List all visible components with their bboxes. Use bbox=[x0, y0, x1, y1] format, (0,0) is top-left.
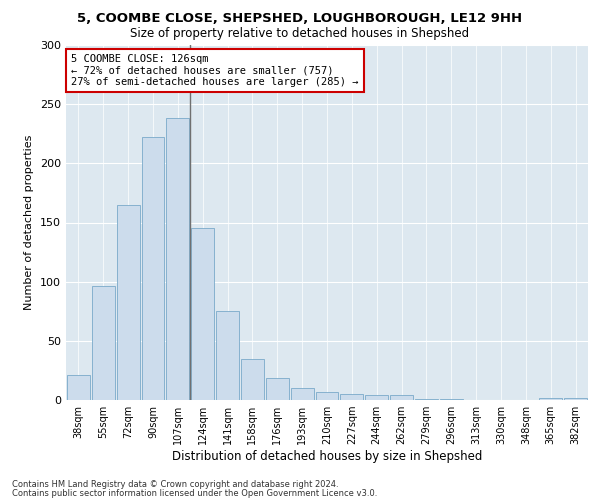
Bar bbox=[415, 399, 438, 400]
Bar bbox=[92, 286, 115, 400]
Bar bbox=[191, 228, 214, 400]
Bar bbox=[291, 388, 314, 400]
Text: 5 COOMBE CLOSE: 126sqm
← 72% of detached houses are smaller (757)
27% of semi-de: 5 COOMBE CLOSE: 126sqm ← 72% of detached… bbox=[71, 54, 359, 87]
Text: 5, COOMBE CLOSE, SHEPSHED, LOUGHBOROUGH, LE12 9HH: 5, COOMBE CLOSE, SHEPSHED, LOUGHBOROUGH,… bbox=[77, 12, 523, 26]
Bar bbox=[564, 398, 587, 400]
Bar bbox=[390, 396, 413, 400]
X-axis label: Distribution of detached houses by size in Shepshed: Distribution of detached houses by size … bbox=[172, 450, 482, 463]
Bar bbox=[440, 399, 463, 400]
Text: Size of property relative to detached houses in Shepshed: Size of property relative to detached ho… bbox=[130, 28, 470, 40]
Bar bbox=[539, 398, 562, 400]
Bar bbox=[316, 392, 338, 400]
Y-axis label: Number of detached properties: Number of detached properties bbox=[25, 135, 34, 310]
Text: Contains HM Land Registry data © Crown copyright and database right 2024.: Contains HM Land Registry data © Crown c… bbox=[12, 480, 338, 489]
Bar bbox=[365, 396, 388, 400]
Text: Contains public sector information licensed under the Open Government Licence v3: Contains public sector information licen… bbox=[12, 489, 377, 498]
Bar bbox=[266, 378, 289, 400]
Bar bbox=[216, 311, 239, 400]
Bar bbox=[142, 138, 164, 400]
Bar bbox=[340, 394, 363, 400]
Bar bbox=[241, 358, 264, 400]
Bar bbox=[166, 118, 189, 400]
Bar bbox=[117, 205, 140, 400]
Bar bbox=[67, 375, 90, 400]
